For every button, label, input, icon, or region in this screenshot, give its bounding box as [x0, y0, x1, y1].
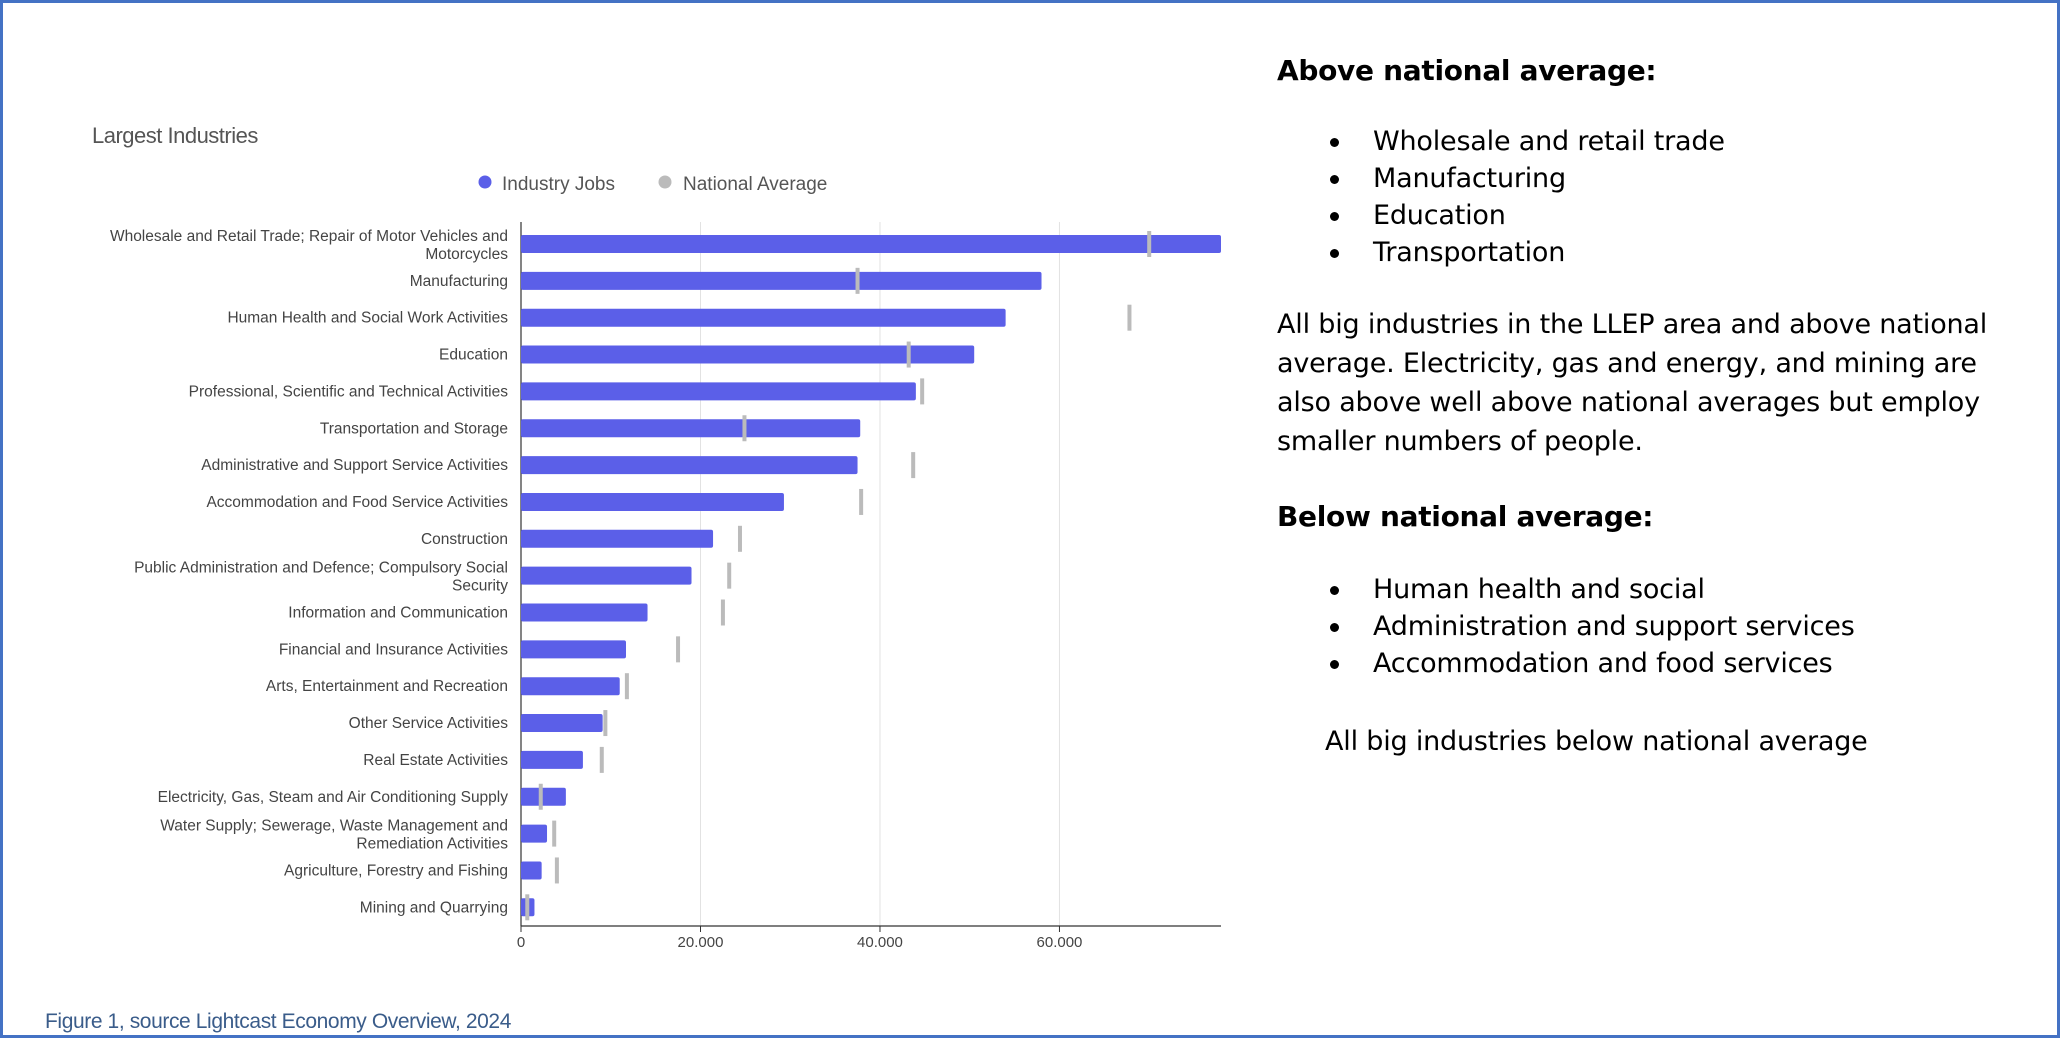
list-item: Human health and social	[1277, 571, 2017, 608]
x-tick-label: 40.000	[857, 934, 903, 951]
category-label: Arts, Entertainment and Recreation	[266, 678, 508, 695]
category-label: Public Administration and Defence; Compu…	[134, 560, 508, 577]
x-tick-label: 60.000	[1037, 934, 1083, 951]
category-label: Human Health and Social Work Activities	[227, 310, 508, 327]
marker-national-average	[911, 452, 916, 479]
category-label: Other Service Activities	[349, 715, 509, 732]
category-label: Construction	[421, 531, 508, 548]
legend-label-national-average: National Average	[683, 174, 827, 195]
bar-industry-jobs	[521, 345, 975, 364]
category-label: Water Supply; Sewerage, Waste Management…	[160, 818, 508, 835]
marker-national-average	[737, 525, 742, 552]
category-label: Motorcycles	[425, 246, 508, 263]
category-label: Electricity, Gas, Steam and Air Conditio…	[158, 789, 509, 806]
commentary-panel: Above national average: Wholesale and re…	[1277, 54, 2017, 761]
marker-national-average	[603, 710, 608, 737]
marker-national-average	[676, 636, 681, 663]
marker-national-average	[525, 894, 530, 921]
category-label: Education	[439, 347, 508, 364]
below-average-heading: Below national average:	[1277, 500, 1654, 533]
bar-industry-jobs	[521, 603, 648, 622]
below-average-paragraph: All big industries below national averag…	[1325, 726, 1868, 757]
category-label: Transportation and Storage	[320, 420, 508, 437]
bar-industry-jobs	[521, 824, 548, 843]
category-label: Real Estate Activities	[363, 752, 508, 769]
bar-industry-jobs	[521, 714, 603, 733]
legend-label-industry-jobs: Industry Jobs	[502, 174, 615, 195]
marker-national-average	[538, 783, 543, 810]
below-average-list: Human health and social Administration a…	[1277, 571, 2017, 682]
bar-industry-jobs	[521, 750, 583, 769]
industry-jobs-bars	[521, 235, 1221, 917]
marker-national-average	[554, 857, 559, 884]
list-item: Wholesale and retail trade	[1277, 123, 2017, 160]
figure-caption: Figure 1, source Lightcast Economy Overv…	[45, 1010, 511, 1033]
bar-industry-jobs	[521, 861, 542, 880]
list-item: Education	[1277, 197, 2017, 234]
bar-industry-jobs	[521, 271, 1042, 290]
bar-industry-jobs	[521, 492, 784, 511]
marker-national-average	[742, 415, 747, 442]
marker-national-average	[552, 820, 557, 847]
bar-industry-jobs	[521, 640, 626, 659]
above-average-list: Wholesale and retail trade Manufacturing…	[1277, 123, 2017, 271]
marker-national-average	[855, 267, 860, 294]
marker-national-average	[599, 746, 604, 773]
x-tick-label: 0	[517, 934, 525, 951]
category-label: Security	[452, 578, 508, 595]
marker-national-average	[920, 378, 925, 405]
chart-title: Largest Industries	[92, 123, 258, 148]
bar-industry-jobs	[521, 566, 692, 585]
bar-industry-jobs	[521, 382, 916, 401]
list-item: Manufacturing	[1277, 160, 2017, 197]
bar-industry-jobs	[521, 677, 620, 696]
marker-national-average	[859, 488, 864, 515]
category-labels: Wholesale and Retail Trade; Repair of Mo…	[110, 228, 508, 916]
bar-industry-jobs	[521, 235, 1221, 253]
category-label: Manufacturing	[410, 273, 508, 290]
national-average-markers	[525, 231, 1152, 921]
category-label: Financial and Insurance Activities	[279, 641, 508, 658]
category-label: Agriculture, Forestry and Fishing	[284, 862, 508, 879]
chart-legend: Industry Jobs National Average	[478, 174, 827, 195]
bar-industry-jobs	[521, 308, 1006, 327]
category-label: Administrative and Support Service Activ…	[201, 457, 508, 474]
legend-swatch-national-average	[658, 175, 672, 189]
above-average-heading: Above national average:	[1277, 54, 1657, 87]
list-item: Administration and support services	[1277, 608, 2017, 645]
bar-industry-jobs	[521, 529, 714, 548]
marker-national-average	[1147, 231, 1152, 257]
category-label: Mining and Quarrying	[360, 899, 508, 916]
marker-national-average	[906, 341, 911, 368]
category-label: Information and Communication	[288, 605, 508, 622]
category-label: Wholesale and Retail Trade; Repair of Mo…	[110, 228, 508, 245]
x-axis-ticks: 0 20.000 40.000 60.000	[517, 926, 1083, 951]
category-label: Remediation Activities	[356, 836, 508, 853]
marker-national-average	[727, 562, 732, 589]
marker-national-average	[1127, 304, 1132, 331]
bar-industry-jobs	[521, 787, 566, 806]
category-label: Professional, Scientific and Technical A…	[189, 383, 509, 400]
list-item: Accommodation and food services	[1277, 645, 2017, 682]
x-tick-label: 20.000	[678, 934, 724, 951]
bar-industry-jobs	[521, 456, 858, 475]
marker-national-average	[720, 599, 725, 626]
category-label: Accommodation and Food Service Activitie…	[206, 494, 508, 511]
marker-national-average	[624, 673, 629, 700]
bar-industry-jobs	[521, 419, 861, 438]
list-item: Transportation	[1277, 234, 2017, 271]
largest-industries-chart: Largest Industries Industry Jobs Nationa…	[92, 123, 1221, 951]
above-average-paragraph: All big industries in the LLEP area and …	[1277, 309, 1988, 457]
legend-swatch-industry-jobs	[478, 175, 492, 189]
